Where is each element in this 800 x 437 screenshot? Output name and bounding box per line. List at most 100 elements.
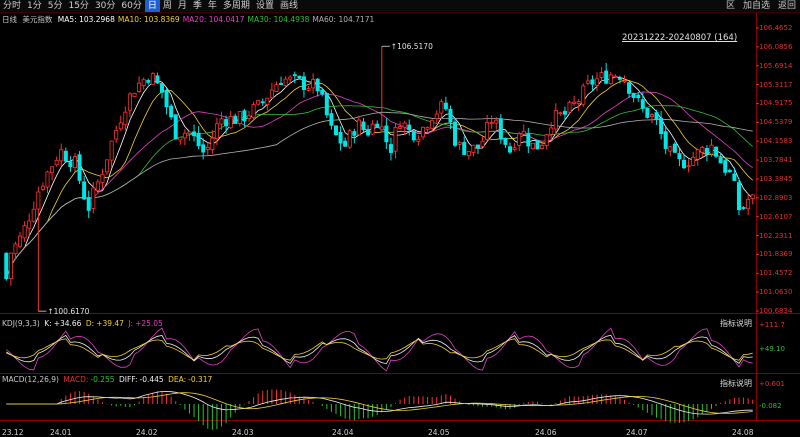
candle-body xyxy=(311,79,316,89)
candle-body xyxy=(82,181,87,200)
back-button[interactable]: 返回 xyxy=(777,1,796,11)
region-icon[interactable]: 区 xyxy=(725,1,735,11)
price-tick: 106.4652 xyxy=(759,24,793,32)
candle-body xyxy=(375,123,380,129)
low-label: ↑100.6170 xyxy=(47,307,89,316)
candle-body xyxy=(439,101,444,114)
candle-body xyxy=(691,156,696,166)
kdj-help-button[interactable]: 指标说明 xyxy=(720,319,752,328)
candle-body xyxy=(572,101,577,104)
candle-body xyxy=(480,140,485,147)
add-watch-button[interactable]: 加自选 xyxy=(742,1,770,11)
candle-body xyxy=(622,80,627,83)
candle-body xyxy=(645,108,650,118)
price-tick: 101.0630 xyxy=(759,288,793,297)
candle-body xyxy=(256,100,261,105)
candle-body xyxy=(242,110,247,122)
price-tick: 104.1583 xyxy=(759,137,793,146)
high-label: ↑106.5170 xyxy=(391,42,433,51)
period-tab-11[interactable]: 多周期 xyxy=(222,1,250,11)
candle-body xyxy=(659,117,664,135)
candle-body xyxy=(544,134,549,146)
kdj-j-value: +25.05 xyxy=(135,319,163,328)
candle-body xyxy=(585,80,590,84)
candle-body xyxy=(521,130,526,135)
candle-body xyxy=(727,169,732,173)
candle-body xyxy=(159,83,164,93)
date-tick: 24.05 xyxy=(428,428,450,437)
period-label: 日线 xyxy=(2,15,17,24)
kdj-lines xyxy=(6,327,753,372)
price-tick: 101.4572 xyxy=(759,269,793,278)
price-tick: 104.5379 xyxy=(759,118,793,127)
candle-body xyxy=(402,122,407,128)
candle-body xyxy=(448,108,453,123)
candle-body xyxy=(50,166,55,174)
candle-body xyxy=(526,133,531,147)
candle-body xyxy=(732,173,737,181)
candle-body xyxy=(489,122,494,125)
candle-body xyxy=(604,70,609,84)
date-tick: 24.02 xyxy=(136,428,158,437)
candle-body xyxy=(59,149,64,162)
macd-dea-line xyxy=(6,392,753,414)
ma-line-10 xyxy=(5,79,753,279)
macd-dea-label: DEA: xyxy=(168,375,187,384)
period-tab-0[interactable]: 分时 xyxy=(3,1,22,11)
candle-body xyxy=(8,252,13,280)
period-tab-10[interactable]: 年 xyxy=(207,1,217,11)
period-tab-3[interactable]: 15分 xyxy=(68,1,89,11)
candle-body xyxy=(425,127,430,130)
candle-body xyxy=(677,153,682,160)
period-tab-5[interactable]: 60分 xyxy=(121,1,142,11)
candle-body xyxy=(219,118,224,125)
date-tick: 24.08 xyxy=(732,428,754,437)
macd-help-button[interactable]: 指标说明 xyxy=(720,379,752,388)
candle-body xyxy=(169,105,174,118)
price-tick: 104.9175 xyxy=(759,99,793,108)
candle-body xyxy=(736,182,741,211)
candle-body xyxy=(18,235,23,247)
period-tab-4[interactable]: 30分 xyxy=(94,1,116,11)
macd-dea-value: -0.317 xyxy=(188,375,213,384)
candle-body xyxy=(146,80,151,83)
candle-body xyxy=(54,159,59,166)
candle-body xyxy=(453,121,458,146)
candle-body xyxy=(567,101,572,113)
period-tab-9[interactable]: 季 xyxy=(192,1,202,11)
candle-body xyxy=(434,113,439,119)
price-tick: 103.3845 xyxy=(759,174,793,183)
candle-body xyxy=(366,129,371,136)
candle-body xyxy=(132,93,137,97)
candle-body xyxy=(292,74,297,77)
ma-line-20 xyxy=(5,91,753,279)
candle-body xyxy=(595,78,600,86)
candle-body xyxy=(746,199,751,210)
period-tab-2[interactable]: 5分 xyxy=(47,1,63,11)
candle-body xyxy=(498,118,503,140)
kdj-d-value: +39.47 xyxy=(96,319,124,328)
period-tab-8[interactable]: 月 xyxy=(177,1,187,11)
candle-body xyxy=(114,129,119,140)
candle-body xyxy=(682,159,687,169)
macd-lines xyxy=(6,390,753,415)
candle-body xyxy=(320,89,325,95)
period-tab-1[interactable]: 1分 xyxy=(27,1,42,11)
period-tab-7[interactable]: 周 xyxy=(162,1,172,11)
period-tab-12[interactable]: 设置 xyxy=(255,1,274,11)
candle-body xyxy=(288,76,293,80)
candle-body xyxy=(617,77,622,80)
period-tab-6[interactable]: 日 xyxy=(144,0,160,12)
candle-body xyxy=(590,79,595,85)
candle-body xyxy=(457,141,462,145)
candle-body xyxy=(297,75,302,79)
candle-body xyxy=(750,194,755,199)
period-tab-13[interactable]: 画线 xyxy=(279,1,298,11)
kdj-tick-high: +111.7 xyxy=(759,321,785,329)
date-range-label[interactable]: 20231222-20240807 (164) xyxy=(622,33,738,43)
candle-body xyxy=(553,110,558,130)
candle-body xyxy=(654,112,659,120)
candle-body xyxy=(31,208,36,222)
kdj-legend: KDJ(9,3,3) K: +34.66 D: +39.47 J: +25.05 xyxy=(2,319,165,328)
